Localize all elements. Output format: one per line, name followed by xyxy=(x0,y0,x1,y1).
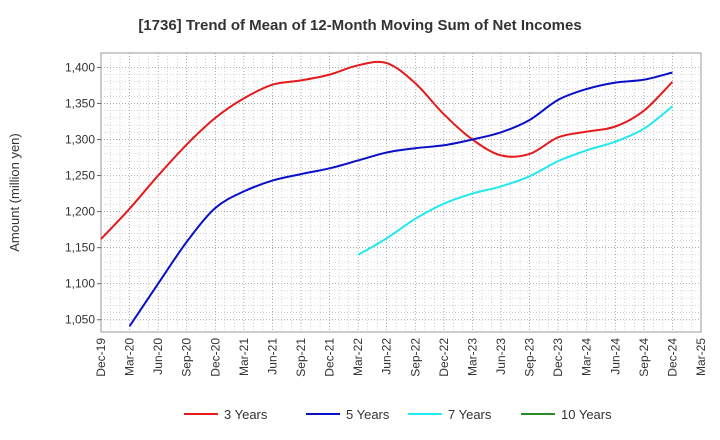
series-lines xyxy=(100,60,674,327)
y-tick-label: 1,100 xyxy=(65,277,95,291)
x-tick-label: Jun-22 xyxy=(380,338,394,375)
x-tick-label: Dec-23 xyxy=(551,338,565,377)
legend: 3 Years 5 Years 7 Years 10 Years xyxy=(184,407,612,422)
plot-area xyxy=(100,52,702,333)
x-tick-label: Dec-21 xyxy=(323,338,337,377)
y-tick-label: 1,150 xyxy=(65,241,95,255)
legend-label: 5 Years xyxy=(346,407,390,422)
x-tick-label: Mar-21 xyxy=(237,338,251,376)
x-tick-label: Sep-24 xyxy=(637,338,651,377)
x-tick-label: Mar-22 xyxy=(351,338,365,376)
series-line-7-years xyxy=(357,105,674,256)
y-tick-label: 1,400 xyxy=(65,60,95,74)
x-tick-label: Sep-22 xyxy=(408,338,422,377)
y-tick-label: 1,350 xyxy=(65,96,95,110)
x-tick-label: Jun-24 xyxy=(608,338,622,375)
y-axis-label: Amount (million yen) xyxy=(7,133,22,252)
y-tick-label: 1,300 xyxy=(65,133,95,147)
x-tick-label: Jun-21 xyxy=(265,338,279,375)
x-tick-label: Mar-23 xyxy=(465,338,479,376)
series-line-3-years xyxy=(100,60,674,240)
x-tick-label: Jun-23 xyxy=(494,338,508,375)
x-tick-label: Dec-24 xyxy=(665,338,679,377)
y-tick-label: 1,250 xyxy=(65,169,95,183)
x-tick-label: Dec-22 xyxy=(437,338,451,377)
y-tick-label: 1,200 xyxy=(65,205,95,219)
x-tick-label: Sep-23 xyxy=(523,338,537,377)
x-tick-label: Mar-24 xyxy=(580,338,594,376)
series-line-5-years xyxy=(128,71,673,327)
legend-label: 3 Years xyxy=(224,407,268,422)
x-tick-label: Sep-21 xyxy=(294,338,308,377)
legend-label: 10 Years xyxy=(561,407,612,422)
x-tick-label: Dec-20 xyxy=(208,338,222,377)
x-tick-label: Sep-20 xyxy=(180,338,194,377)
x-tick-label: Mar-20 xyxy=(123,338,137,376)
x-tick-label: Mar-25 xyxy=(694,338,708,376)
grid xyxy=(101,53,701,332)
chart-title: [1736] Trend of Mean of 12-Month Moving … xyxy=(138,17,581,34)
x-tick-label: Dec-19 xyxy=(94,338,108,377)
x-axis-ticks: Dec-19 Mar-20 Jun-20 Sep-20 Dec-20 Mar-21 Jun-… xyxy=(94,338,708,377)
y-axis-ticks: 1,050 1,100 1,150 1,200 1,250 1,300 1,350 1,400 xyxy=(65,60,101,327)
x-tick-label: Jun-20 xyxy=(151,338,165,375)
y-tick-label: 1,050 xyxy=(65,313,95,327)
legend-label: 7 Years xyxy=(448,407,492,422)
